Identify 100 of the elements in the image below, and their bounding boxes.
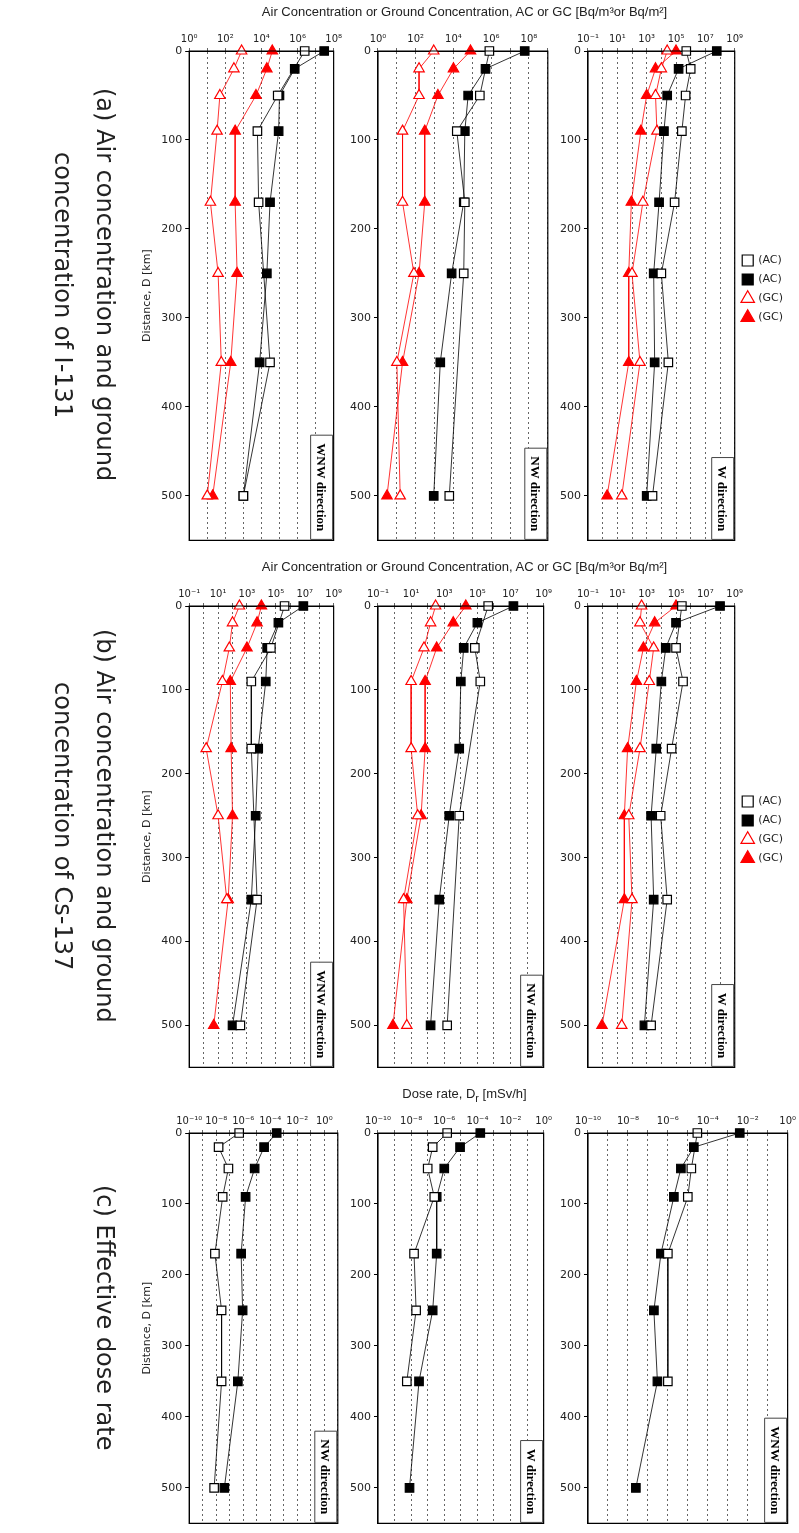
x-tick-label: 10⁻⁴ [466, 1114, 489, 1126]
x-axis-title: Air Concentration or Ground Concentration, AC or GC [Bq/m³or Bq/m²] [260, 4, 669, 19]
annotation: WNW direction [314, 970, 330, 1060]
y-tick-label: 500 [560, 488, 581, 502]
y-tick-label: 500 [350, 1480, 371, 1494]
x-tick-label: 10⁻¹ [576, 587, 599, 599]
y-tick-label: 200 [560, 221, 581, 235]
annotation: NW direction [524, 983, 540, 1060]
x-tick-label: 10⁻¹ [366, 587, 389, 599]
y-tick-label: 300 [560, 310, 581, 324]
x-tick-label: 10⁹ [726, 32, 744, 44]
annotation: WNW direction [314, 443, 330, 533]
y-tick-label: 200 [161, 1267, 183, 1281]
x-tick-label: 10³ [238, 587, 256, 599]
legend-label: (AC) [758, 253, 782, 267]
x-tick-label: 10⁻¹⁰ [364, 1114, 392, 1126]
y-tick-label: 0 [364, 1125, 371, 1139]
x-tick-label: 10⁰ [535, 1114, 552, 1126]
y-tick-label: 300 [161, 310, 183, 324]
y-tick-label: 300 [560, 1338, 581, 1352]
y-tick-label: 100 [350, 1196, 371, 1210]
y-axis-title: Distance, D [km] [140, 249, 154, 343]
y-tick-label: 0 [175, 1125, 183, 1139]
y-tick-label: 500 [161, 1018, 183, 1032]
y-tick-label: 0 [574, 598, 581, 612]
x-tick-label: 10⁻² [286, 1114, 309, 1126]
y-tick-label: 100 [350, 132, 371, 146]
legend-label: (GC) [758, 291, 784, 305]
x-axis-title: Dose rate, D$_{r}$ [mSv/h] [401, 1086, 528, 1104]
x-tick-label: 10⁻⁸ [400, 1114, 423, 1126]
y-tick-label: 100 [161, 1196, 183, 1210]
legend-label: (AC) [758, 272, 782, 286]
y-tick-label: 100 [161, 682, 183, 696]
x-tick-label: 10⁻⁶ [433, 1114, 456, 1126]
legend-label: (GC) [758, 851, 784, 865]
annotation: W direction [524, 1448, 540, 1516]
x-tick-label: 10⁵ [267, 587, 285, 599]
y-axis-title: Distance, D [km] [140, 790, 154, 884]
x-tick-label: 10¹ [402, 587, 420, 599]
y-tick-label: 200 [350, 766, 371, 780]
y-tick-label: 200 [161, 766, 183, 780]
x-tick-label: 10⁷ [697, 32, 714, 44]
x-tick-label: 10⁻⁶ [656, 1114, 679, 1126]
y-tick-label: 500 [350, 1018, 371, 1032]
y-tick-label: 100 [560, 1196, 581, 1210]
x-tick-label: 10⁹ [535, 587, 552, 599]
x-tick-label: 10¹ [608, 587, 626, 599]
y-tick-label: 400 [350, 399, 371, 413]
x-tick-label: 10⁷ [697, 587, 714, 599]
x-tick-label: 10⁶ [289, 32, 306, 44]
y-tick-label: 200 [161, 221, 183, 235]
x-tick-label: 10⁻⁸ [205, 1114, 228, 1126]
y-tick-label: 400 [350, 934, 371, 948]
annotation: W direction [715, 465, 731, 533]
x-tick-label: 10³ [638, 587, 656, 599]
x-tick-label: 10⁻² [499, 1114, 522, 1126]
x-tick-label: 10⁷ [502, 587, 519, 599]
y-tick-label: 500 [161, 488, 183, 502]
y-tick-label: 300 [161, 850, 183, 864]
x-tick-label: 10³ [435, 587, 453, 599]
y-tick-label: 500 [560, 1480, 581, 1494]
x-tick-label: 10⁰ [180, 32, 198, 44]
x-tick-label: 10⁻¹⁰ [574, 1114, 602, 1126]
y-tick-label: 400 [560, 1409, 581, 1423]
text: (a) Air concentration and ground concentration of I-131 [49, 88, 119, 482]
y-tick-label: 0 [574, 43, 581, 57]
y-tick-label: 300 [161, 1338, 183, 1352]
text: (c) Effective dose rate [91, 1184, 119, 1451]
x-tick-label: 10⁻⁴ [259, 1114, 282, 1126]
annotation: W direction [715, 992, 731, 1060]
legend-label: (AC) [758, 813, 782, 827]
y-tick-label: 300 [350, 850, 371, 864]
y-tick-label: 100 [560, 682, 581, 696]
y-tick-label: 200 [350, 221, 371, 235]
y-tick-label: 400 [161, 934, 183, 948]
x-tick-label: 10² [216, 32, 234, 44]
x-tick-label: 10³ [638, 32, 656, 44]
annotation: WNW direction [768, 1426, 784, 1516]
y-tick-label: 300 [560, 850, 581, 864]
y-tick-label: 0 [364, 43, 371, 57]
x-tick-label: 10⁷ [296, 587, 314, 599]
x-tick-label: 10⁵ [667, 32, 685, 44]
y-tick-label: 500 [161, 1480, 183, 1494]
y-tick-label: 0 [574, 1125, 581, 1139]
x-tick-label: 10⁴ [253, 32, 270, 44]
x-tick-label: 10² [407, 32, 425, 44]
y-tick-label: 0 [175, 43, 183, 57]
x-tick-label: 10⁰ [369, 32, 387, 44]
x-tick-label: 10⁻¹⁰ [176, 1114, 203, 1126]
legend-label: (AC) [758, 794, 782, 808]
x-tick-label: 10⁹ [325, 587, 342, 599]
x-tick-label: 10⁴ [445, 32, 462, 44]
x-tick-label: 10⁻⁶ [232, 1114, 255, 1126]
y-tick-label: 0 [175, 598, 183, 612]
x-tick-label: 10⁹ [726, 587, 744, 599]
y-tick-label: 300 [350, 310, 371, 324]
y-tick-label: 500 [350, 488, 371, 502]
y-tick-label: 400 [161, 399, 183, 413]
annotation: NW direction [318, 1439, 334, 1516]
y-tick-label: 400 [350, 1409, 371, 1423]
